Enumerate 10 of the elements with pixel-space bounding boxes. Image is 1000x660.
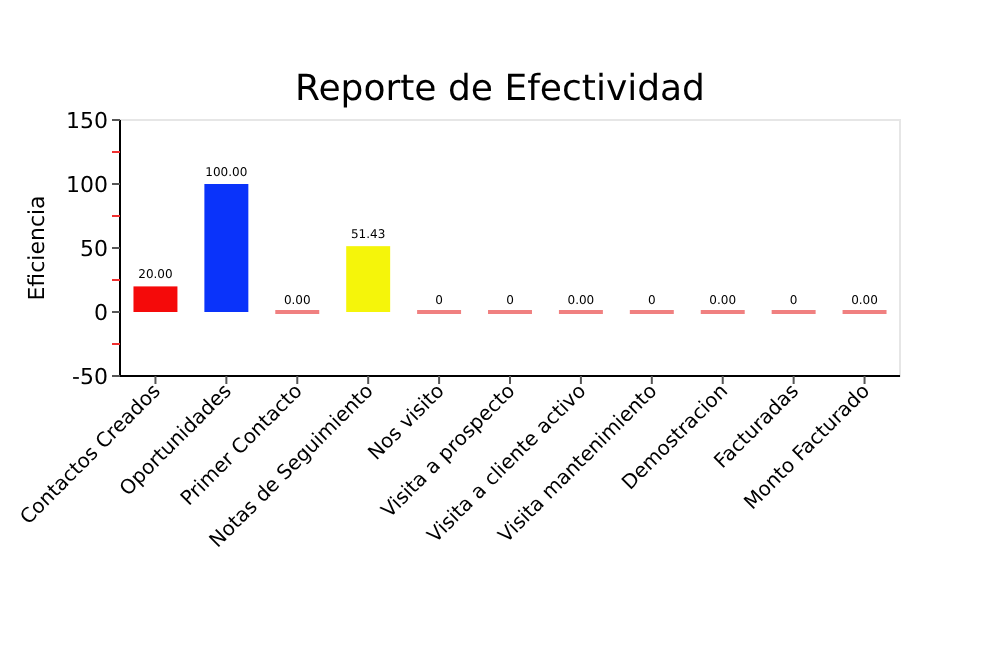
y-tick-label: 150 [66, 107, 108, 134]
chart-title: Reporte de Efectividad [295, 68, 705, 110]
y-tick-label: 100 [66, 171, 108, 198]
bar [204, 184, 249, 312]
y-tick-label: -50 [72, 363, 108, 390]
y-tick-label: 0 [94, 299, 108, 326]
y-axis-title: Eficiencia [24, 195, 50, 301]
y-tick-label: 50 [80, 235, 108, 262]
bar [346, 246, 391, 312]
bar [133, 286, 178, 312]
